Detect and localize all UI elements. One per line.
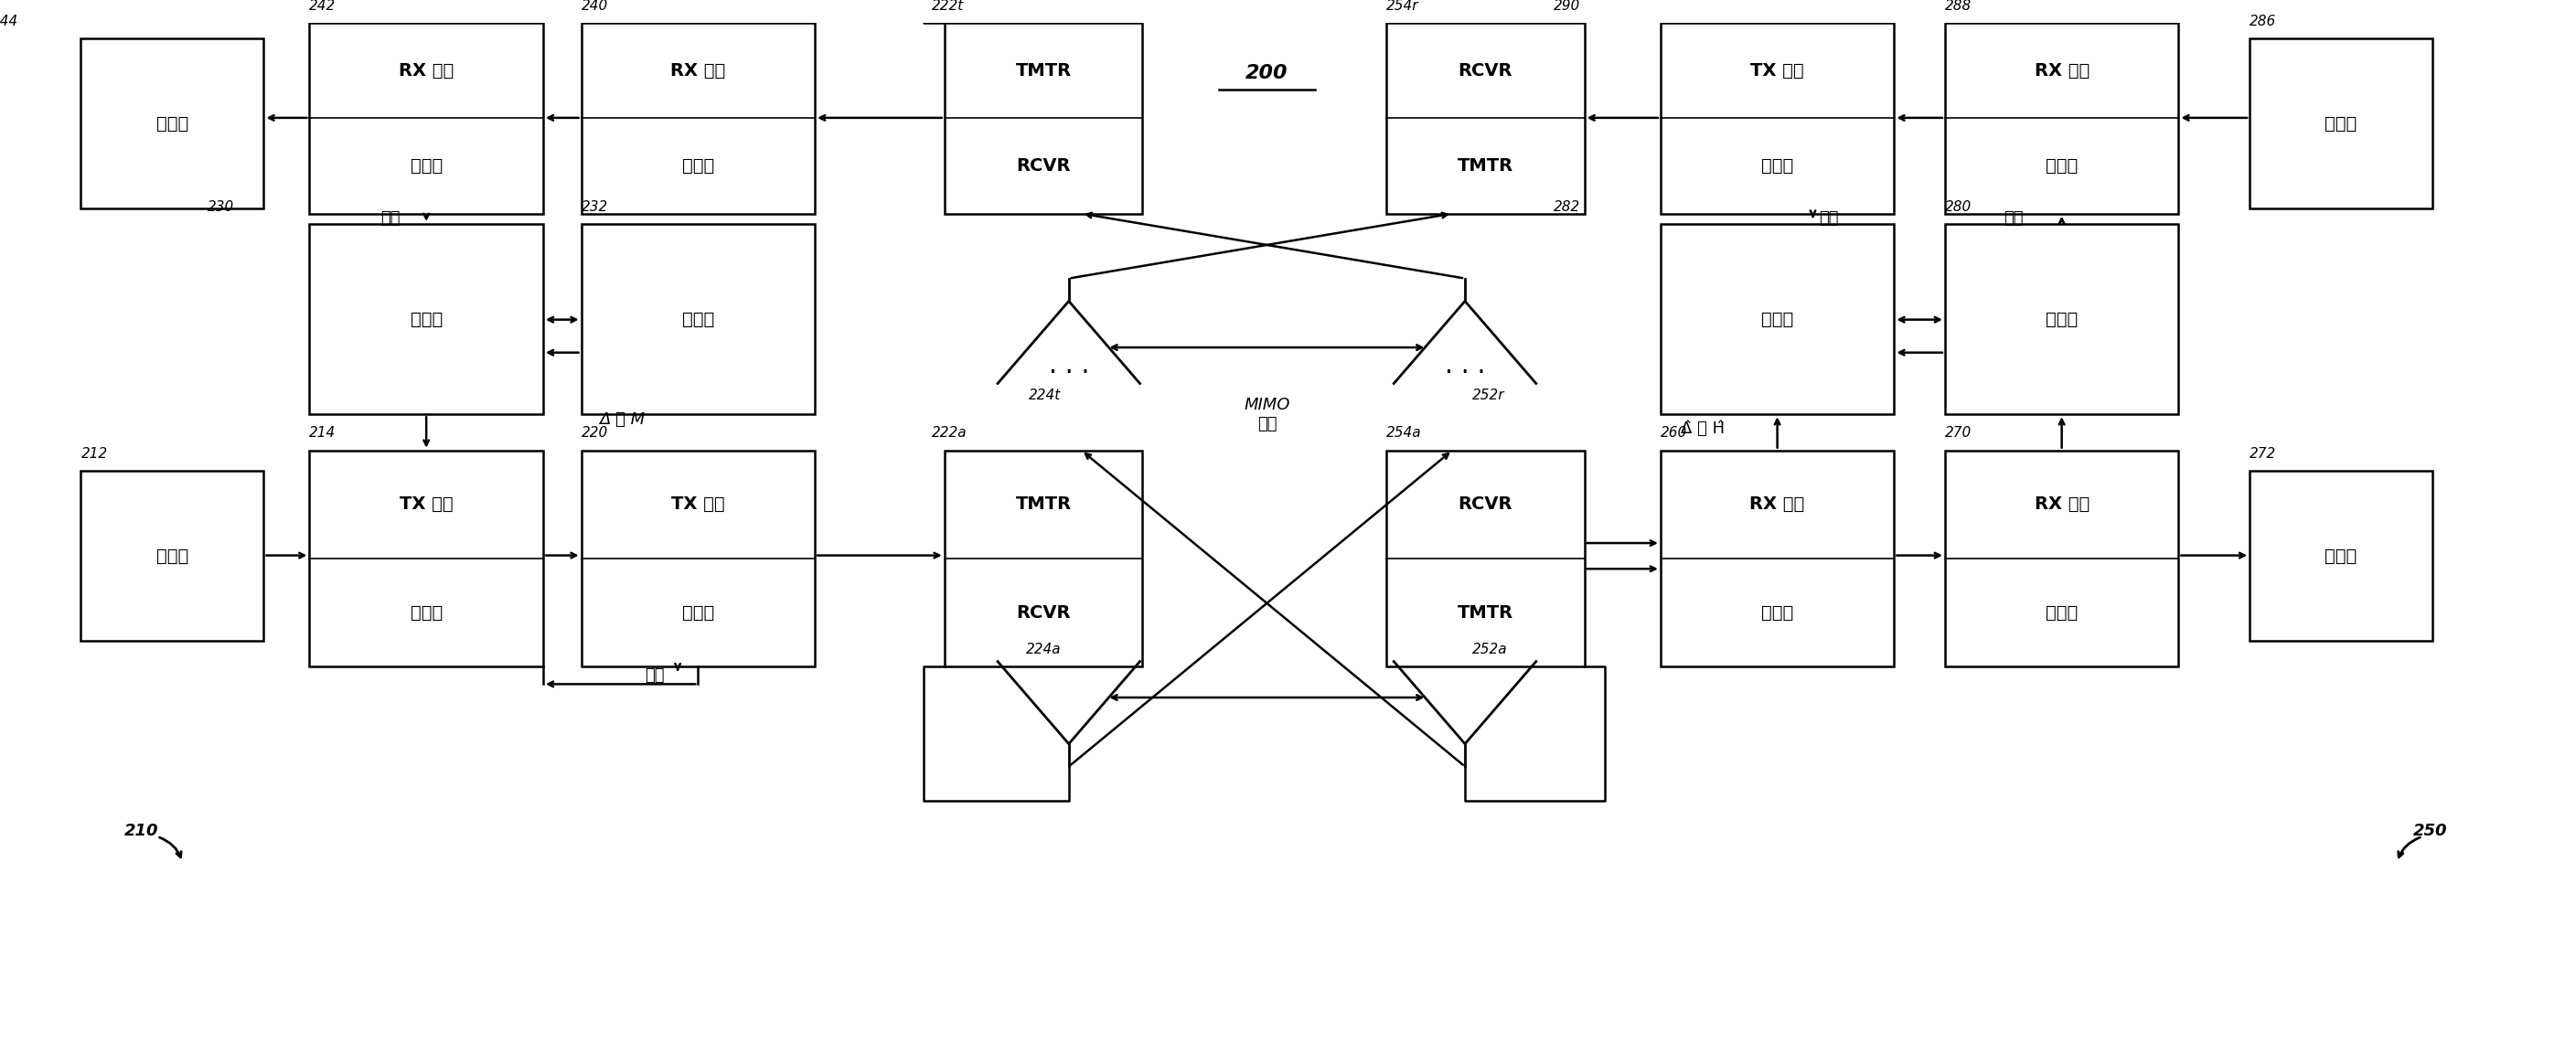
Bar [945, 23, 1141, 214]
Text: 280: 280 [1945, 200, 1971, 214]
Text: 254a: 254a [1386, 427, 1422, 441]
Text: RCVR: RCVR [1015, 157, 1072, 175]
Bar [582, 223, 814, 414]
Text: RX 空间: RX 空间 [1749, 495, 1806, 513]
Bar [309, 223, 544, 414]
Bar [80, 471, 263, 641]
Bar [945, 450, 1141, 666]
Text: TMTR: TMTR [1015, 495, 1072, 513]
Text: 242: 242 [309, 0, 337, 13]
Text: 272: 272 [2249, 447, 2277, 461]
Bar [1662, 450, 1893, 666]
Text: 270: 270 [1945, 427, 1971, 441]
Bar [2249, 39, 2432, 209]
Text: TMTR: TMTR [1458, 604, 1512, 621]
Bar [1945, 450, 2179, 666]
Text: 252a: 252a [1473, 643, 1507, 657]
Text: 230: 230 [209, 200, 234, 214]
Text: 286: 286 [2249, 15, 2277, 28]
Text: RCVR: RCVR [1015, 604, 1072, 621]
Text: RX 数据: RX 数据 [2035, 62, 2089, 79]
Text: 290: 290 [1553, 0, 1582, 13]
Text: 存储器: 存储器 [683, 311, 714, 328]
Bar [1386, 450, 1584, 666]
Text: TX 数据: TX 数据 [399, 495, 453, 513]
Text: TMTR: TMTR [1015, 62, 1072, 79]
Text: 处理器: 处理器 [1762, 157, 1793, 175]
Text: RCVR: RCVR [1458, 62, 1512, 79]
Text: 处理器: 处理器 [683, 604, 714, 621]
Text: RX 数据: RX 数据 [2035, 495, 2089, 513]
Bar [1386, 23, 1584, 214]
Text: 252r: 252r [1473, 389, 1504, 403]
Text: RX 空间: RX 空间 [670, 62, 726, 79]
Text: 200: 200 [1247, 64, 1288, 82]
Text: 数据宿: 数据宿 [157, 115, 188, 132]
Text: 控制器: 控制器 [2045, 311, 2079, 328]
Text: TX 空间: TX 空间 [1752, 62, 1803, 79]
Text: 244: 244 [0, 15, 18, 28]
Text: 254r: 254r [1386, 0, 1419, 13]
Text: 222a: 222a [933, 427, 966, 441]
Text: 240: 240 [582, 0, 608, 13]
Text: 222t: 222t [933, 0, 963, 13]
Text: MIMO
信道: MIMO 信道 [1244, 396, 1291, 432]
Bar [582, 23, 814, 214]
Text: 反馈: 反馈 [381, 211, 399, 227]
Bar [1945, 23, 2179, 214]
Text: 数据源: 数据源 [157, 547, 188, 565]
Bar [1662, 23, 1893, 214]
Text: 214: 214 [309, 427, 337, 441]
Text: 212: 212 [80, 447, 108, 461]
Bar [1945, 223, 2179, 414]
Bar [80, 39, 263, 209]
Text: 288: 288 [1945, 0, 1971, 13]
Text: · · ·: · · · [1445, 360, 1486, 386]
Text: 反馈: 反馈 [2004, 211, 2022, 227]
Text: 控制器: 控制器 [410, 311, 443, 328]
Text: TMTR: TMTR [1458, 157, 1512, 175]
Text: 250: 250 [2414, 823, 2447, 840]
Text: 260: 260 [1662, 427, 1687, 441]
Text: 282: 282 [1553, 200, 1582, 214]
Text: Δ̂ 和 Ĥ: Δ̂ 和 Ĥ [1680, 421, 1726, 437]
Bar [1662, 223, 1893, 414]
Bar [309, 23, 544, 214]
Text: RX 数据: RX 数据 [399, 62, 453, 79]
Text: 224t: 224t [1028, 389, 1061, 403]
Text: 先导: 先导 [1819, 211, 1839, 227]
Text: 处理器: 处理器 [683, 157, 714, 175]
Text: 先导: 先导 [644, 667, 665, 684]
Bar [309, 450, 544, 666]
Text: · · ·: · · · [1048, 360, 1090, 386]
Text: RCVR: RCVR [1458, 495, 1512, 513]
Text: 存储器: 存储器 [1762, 311, 1793, 328]
Text: 处理器: 处理器 [2045, 157, 2079, 175]
Text: TX 空间: TX 空间 [672, 495, 724, 513]
Bar [2249, 471, 2432, 641]
Text: 232: 232 [582, 200, 608, 214]
Text: 224a: 224a [1025, 643, 1061, 657]
Bar [582, 450, 814, 666]
Text: 数据源: 数据源 [2326, 115, 2357, 132]
Text: Δ 和 M: Δ 和 M [600, 411, 644, 428]
Text: 处理器: 处理器 [410, 157, 443, 175]
Text: 处理器: 处理器 [2045, 604, 2079, 621]
Text: 210: 210 [124, 823, 157, 840]
Text: 数据宿: 数据宿 [2326, 547, 2357, 565]
Text: 处理器: 处理器 [1762, 604, 1793, 621]
Text: 220: 220 [582, 427, 608, 441]
Text: 处理器: 处理器 [410, 604, 443, 621]
